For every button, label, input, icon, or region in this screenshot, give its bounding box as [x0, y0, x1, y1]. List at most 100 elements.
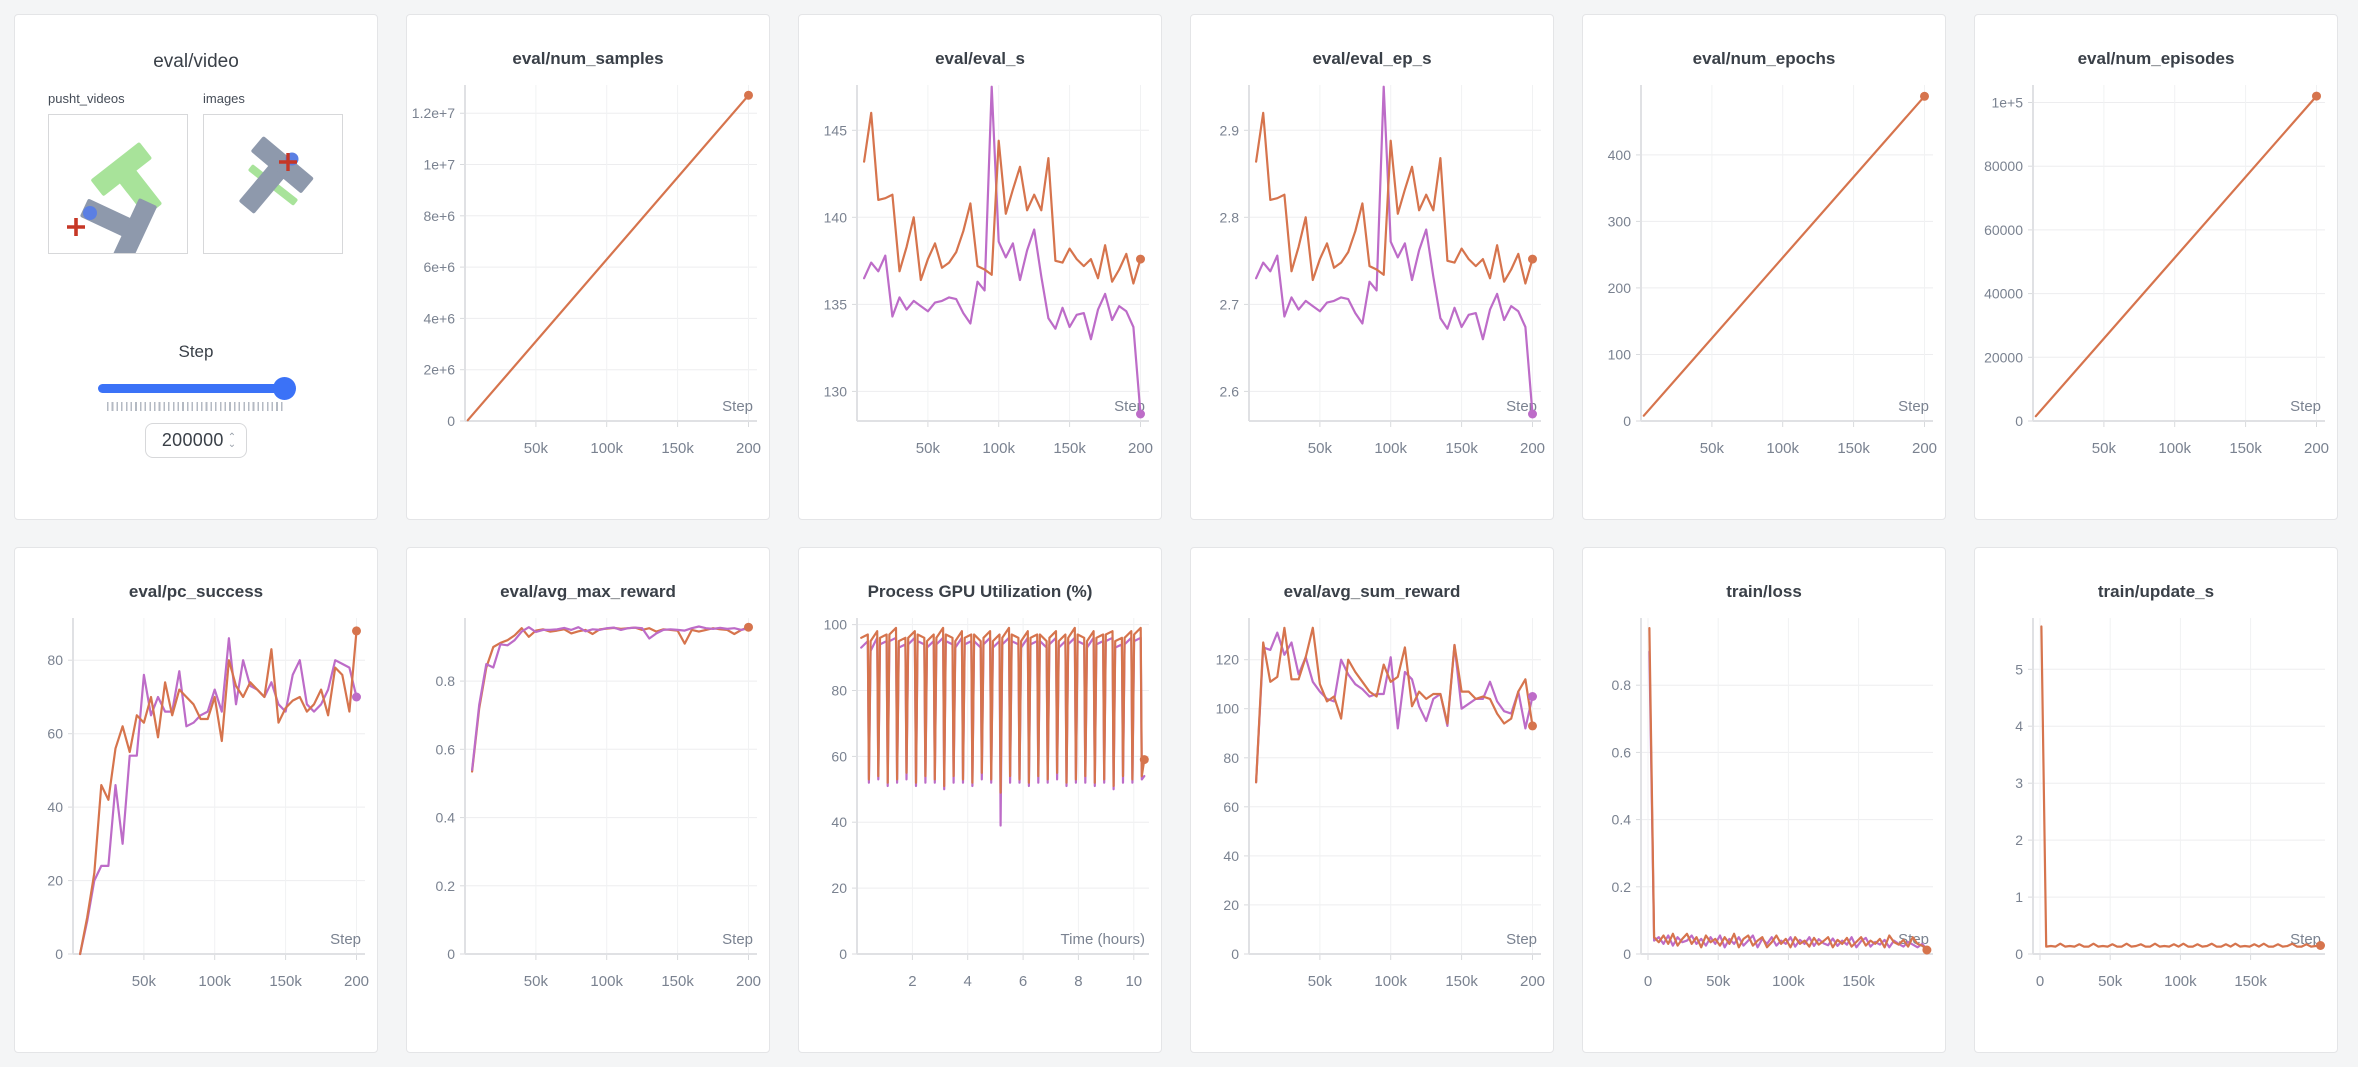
- y-tick-label: 0: [55, 946, 63, 962]
- y-tick-label: 0.2: [1612, 879, 1632, 895]
- y-tick-label: 1: [2015, 889, 2023, 905]
- y-tick-label: 145: [824, 122, 848, 138]
- series-end-dot-run-purple: [1528, 692, 1537, 701]
- chart-title: train/loss: [1726, 582, 1802, 601]
- step-slider-thumb[interactable]: [273, 377, 296, 400]
- chart-canvas[interactable]: 0 20 40 60 80 100 2 4 6 8 10 Time (hours): [799, 606, 1161, 1020]
- y-tick-label: 1e+7: [423, 157, 455, 173]
- spinner-down-icon[interactable]: ⌄: [227, 438, 237, 450]
- series-line-run-purple: [862, 85, 1142, 416]
- y-tick-label: 135: [824, 296, 848, 312]
- series-line-run-orange: [860, 626, 1146, 794]
- images-caption: images: [203, 91, 245, 106]
- x-tick-label: 100k: [2158, 440, 2191, 457]
- spinner-up-icon[interactable]: ⌃: [227, 431, 237, 443]
- x-tick-label: 100k: [1772, 973, 1805, 990]
- step-slider-track[interactable]: [98, 384, 294, 393]
- y-tick-label: 0.2: [436, 878, 456, 894]
- y-tick-label: 120: [1216, 652, 1240, 668]
- y-tick-label: 130: [824, 383, 848, 399]
- x-tick-label: 200: [736, 440, 761, 457]
- y-tick-label: 2.9: [1220, 122, 1240, 138]
- step-slider-ticks: [107, 402, 285, 411]
- panel-train-update-s: train/update_s 0 1 2 3 4 5 0 50k 100k 150k Step: [1974, 547, 2338, 1053]
- series-line-run-purple: [1648, 650, 1928, 951]
- x-tick-label: 150k: [661, 973, 694, 990]
- step-spinner[interactable]: ⌃ ⌄: [227, 431, 237, 450]
- chart-canvas[interactable]: 2.6 2.7 2.8 2.9 50k 100k 150k 200 Step: [1191, 73, 1553, 487]
- step-value: 200000: [161, 430, 224, 450]
- y-tick-label: 0.6: [1612, 744, 1632, 760]
- x-tick-label: 50k: [2092, 440, 2117, 457]
- y-tick-label: 0: [2015, 413, 2023, 429]
- images-thumbnail[interactable]: [203, 114, 343, 254]
- x-tick-label: 150k: [1445, 973, 1478, 990]
- y-tick-label: 0.8: [1612, 677, 1632, 693]
- y-tick-label: 0.4: [1612, 812, 1632, 828]
- step-slider[interactable]: [98, 376, 296, 400]
- y-tick-label: 6e+6: [423, 259, 455, 275]
- x-tick-label: 200: [736, 973, 761, 990]
- y-tick-label: 2.6: [1220, 383, 1240, 399]
- series-end-dot-run-orange: [2312, 91, 2321, 101]
- x-tick-label: 4: [964, 973, 972, 990]
- y-tick-label: 0: [2015, 946, 2023, 962]
- chart-canvas[interactable]: 0 20000 40000 60000 80000 1e+5 50k 100k 150k 200 S…: [1975, 73, 2337, 487]
- x-tick-label: 150k: [2234, 973, 2267, 990]
- chart-title: eval/eval_ep_s: [1312, 49, 1432, 68]
- pusht-video-thumbnail[interactable]: [48, 114, 188, 264]
- series-line-run-purple: [78, 637, 358, 956]
- chart-canvas[interactable]: 130 135 140 145 50k 100k 150k 200 Step: [799, 73, 1161, 487]
- chart-canvas[interactable]: 0 100 200 300 400 50k 100k 150k 200 Step: [1583, 73, 1945, 487]
- pusht-video-frame: [67, 142, 162, 264]
- y-tick-label: 80: [831, 683, 847, 699]
- panel-eval-eval-s: eval/eval_s 130 135 140 145 50k 100k 150k 200 St…: [798, 14, 1162, 520]
- panel-train-loss: train/loss 0 0.2 0.4 0.6 0.8 0 50k 100k 150k Step: [1582, 547, 1946, 1053]
- x-tick-label: 200: [1520, 973, 1545, 990]
- panel-eval-num-samples: eval/num_samples 0 2e+6 4e+6 6e+6 8e+6 1e+7 1.…: [406, 14, 770, 520]
- y-tick-label: 3: [2015, 775, 2023, 791]
- chart-canvas[interactable]: 0 1 2 3 4 5 0 50k 100k 150k Step: [1975, 606, 2337, 1020]
- chart-canvas[interactable]: 0 2e+6 4e+6 6e+6 8e+6 1e+7 1.2e+7 50k 100k 150k 20…: [407, 73, 769, 487]
- chart-canvas[interactable]: 0 20 40 60 80 50k 100k 150k 200 Step: [15, 606, 377, 1020]
- series-line-run-purple: [1254, 85, 1534, 416]
- chart-canvas[interactable]: 0 20 40 60 80 100 120 50k 100k 150k 200 Step: [1191, 606, 1553, 1020]
- y-tick-label: 4e+6: [423, 310, 455, 326]
- chart-canvas[interactable]: 0 0.2 0.4 0.6 0.8 50k 100k 150k 200 Step: [407, 606, 769, 1020]
- y-tick-label: 0: [1623, 413, 1631, 429]
- x-axis-label: Step: [722, 398, 753, 415]
- x-tick-label: 100k: [982, 440, 1015, 457]
- agent-dot: [83, 206, 97, 220]
- panel-eval-avg-max-reward: eval/avg_max_reward 0 0.2 0.4 0.6 0.8 50k 100k…: [406, 547, 770, 1053]
- series-line-run-orange: [2040, 625, 2322, 948]
- series-end-dot-run-purple: [352, 692, 361, 702]
- y-tick-label: 300: [1608, 213, 1632, 229]
- y-tick-label: 0.6: [436, 741, 456, 757]
- series-end-dot-run-orange: [744, 622, 753, 632]
- step-number-input[interactable]: 200000 ⌃ ⌄: [144, 423, 248, 458]
- y-tick-label: 40: [1223, 848, 1239, 864]
- series-line-run-orange: [78, 629, 358, 956]
- images-frame: [239, 136, 314, 214]
- x-tick-label: 150k: [1053, 440, 1086, 457]
- chart-title: eval/avg_max_reward: [500, 582, 676, 601]
- goal-cross-icon: [67, 218, 85, 236]
- panel-eval-eval-ep-s: eval/eval_ep_s 2.6 2.7 2.8 2.9 50k 100k 150k 20…: [1190, 14, 1554, 520]
- y-tick-label: 20: [1223, 897, 1239, 913]
- x-tick-label: 50k: [1308, 973, 1333, 990]
- series-line-run-orange: [466, 94, 750, 422]
- y-tick-label: 0: [447, 946, 455, 962]
- x-tick-label: 50k: [916, 440, 941, 457]
- x-axis-label: Step: [2290, 931, 2321, 948]
- x-tick-label: 8: [1074, 973, 1082, 990]
- y-tick-label: 80: [1223, 750, 1239, 766]
- y-tick-label: 40000: [1984, 286, 2023, 302]
- y-tick-label: 0.4: [436, 810, 456, 826]
- x-axis-label: Step: [722, 931, 753, 948]
- media-panel-title: eval/video: [153, 51, 239, 72]
- x-tick-label: 100k: [590, 973, 623, 990]
- panel-eval-num-epochs: eval/num_epochs 0 100 200 300 400 50k 100k 150k…: [1582, 14, 1946, 520]
- x-tick-label: 100k: [1374, 973, 1407, 990]
